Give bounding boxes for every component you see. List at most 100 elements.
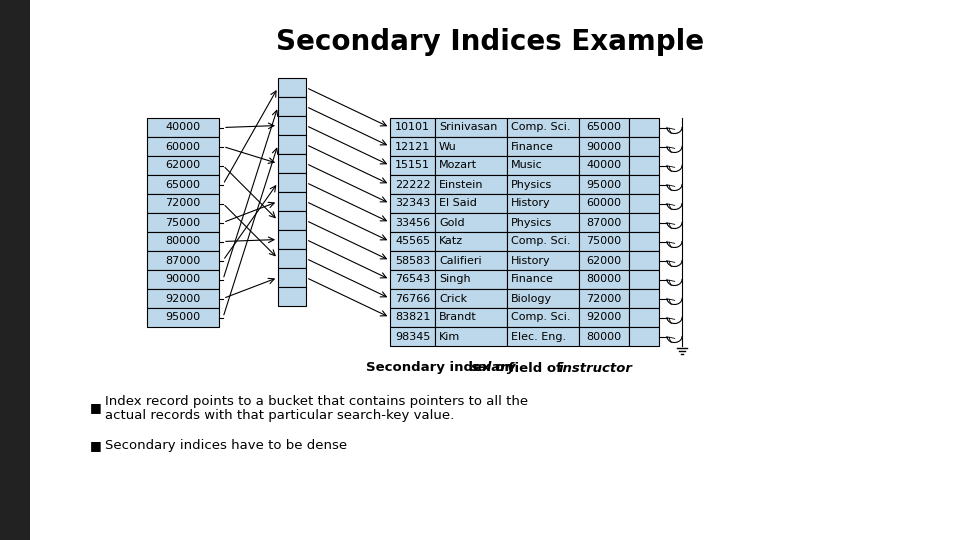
Text: 12121: 12121 [395, 141, 430, 152]
Text: 87000: 87000 [587, 218, 622, 227]
Bar [435, 327, 507, 346]
Text: 65000: 65000 [587, 123, 621, 132]
Text: 95000: 95000 [587, 179, 621, 190]
Text: 87000: 87000 [165, 255, 201, 266]
Bar [435, 118, 507, 137]
Bar [390, 251, 435, 270]
Bar [278, 211, 306, 230]
Text: Srinivasan: Srinivasan [439, 123, 497, 132]
Text: Finance: Finance [511, 141, 554, 152]
Text: Crick: Crick [439, 294, 468, 303]
Bar [147, 308, 219, 327]
Text: 40000: 40000 [587, 160, 621, 171]
Text: Singh: Singh [439, 274, 470, 285]
Text: 60000: 60000 [165, 141, 201, 152]
Bar [507, 156, 579, 175]
Bar [147, 156, 219, 175]
Text: Einstein: Einstein [439, 179, 484, 190]
Bar [147, 175, 219, 194]
Text: actual records with that particular search-key value.: actual records with that particular sear… [105, 408, 454, 422]
Bar [278, 135, 306, 154]
Bar [507, 251, 579, 270]
Bar [629, 194, 659, 213]
Text: 92000: 92000 [587, 313, 622, 322]
Bar [629, 327, 659, 346]
Bar [435, 232, 507, 251]
Bar [390, 194, 435, 213]
Text: 32343: 32343 [395, 199, 430, 208]
Bar [390, 156, 435, 175]
Bar [629, 118, 659, 137]
Text: 62000: 62000 [165, 160, 201, 171]
Bar [579, 137, 629, 156]
Bar [147, 251, 219, 270]
Bar [435, 270, 507, 289]
Text: 95000: 95000 [165, 313, 201, 322]
Bar [147, 118, 219, 137]
Text: 72000: 72000 [165, 199, 201, 208]
Bar [147, 270, 219, 289]
Bar [579, 232, 629, 251]
Text: 60000: 60000 [587, 199, 621, 208]
Bar [278, 154, 306, 173]
Bar [0, 0, 30, 540]
Bar [278, 116, 306, 135]
Bar [435, 175, 507, 194]
Bar [435, 308, 507, 327]
Bar [435, 156, 507, 175]
Bar [390, 137, 435, 156]
Bar [435, 194, 507, 213]
Text: 80000: 80000 [587, 332, 621, 341]
Bar [435, 137, 507, 156]
Text: 58583: 58583 [395, 255, 430, 266]
Bar [507, 289, 579, 308]
Bar [579, 156, 629, 175]
Text: Biology: Biology [511, 294, 552, 303]
Text: Physics: Physics [511, 218, 552, 227]
Text: 10101: 10101 [395, 123, 430, 132]
Text: Brandt: Brandt [439, 313, 477, 322]
Text: Califieri: Califieri [439, 255, 482, 266]
Bar [147, 213, 219, 232]
Text: 62000: 62000 [587, 255, 621, 266]
Bar [278, 173, 306, 192]
Bar [629, 308, 659, 327]
Bar [579, 118, 629, 137]
Bar [390, 327, 435, 346]
Bar [147, 289, 219, 308]
Text: 65000: 65000 [165, 179, 201, 190]
Bar [629, 175, 659, 194]
Bar [629, 156, 659, 175]
Text: 33456: 33456 [395, 218, 430, 227]
Text: Finance: Finance [511, 274, 554, 285]
Bar [278, 192, 306, 211]
Text: field of: field of [504, 361, 566, 375]
Text: 83821: 83821 [395, 313, 430, 322]
Text: Music: Music [511, 160, 542, 171]
Bar [147, 137, 219, 156]
Bar [390, 308, 435, 327]
Bar [579, 327, 629, 346]
Text: 75000: 75000 [587, 237, 621, 246]
Text: 15151: 15151 [395, 160, 430, 171]
Bar [579, 175, 629, 194]
Bar [579, 289, 629, 308]
Bar [507, 175, 579, 194]
Bar [507, 327, 579, 346]
Bar [390, 232, 435, 251]
Text: Elec. Eng.: Elec. Eng. [511, 332, 566, 341]
Text: Secondary Indices Example: Secondary Indices Example [276, 28, 704, 56]
Bar [507, 213, 579, 232]
Text: Katz: Katz [439, 237, 463, 246]
Text: Wu: Wu [439, 141, 457, 152]
Text: Gold: Gold [439, 218, 465, 227]
Bar [629, 251, 659, 270]
Text: 80000: 80000 [165, 237, 201, 246]
Bar [579, 213, 629, 232]
Text: 75000: 75000 [165, 218, 201, 227]
Text: instructor: instructor [559, 361, 633, 375]
Bar [629, 137, 659, 156]
Text: Index record points to a bucket that contains pointers to all the: Index record points to a bucket that con… [105, 395, 528, 408]
Bar [278, 287, 306, 306]
Bar [435, 213, 507, 232]
